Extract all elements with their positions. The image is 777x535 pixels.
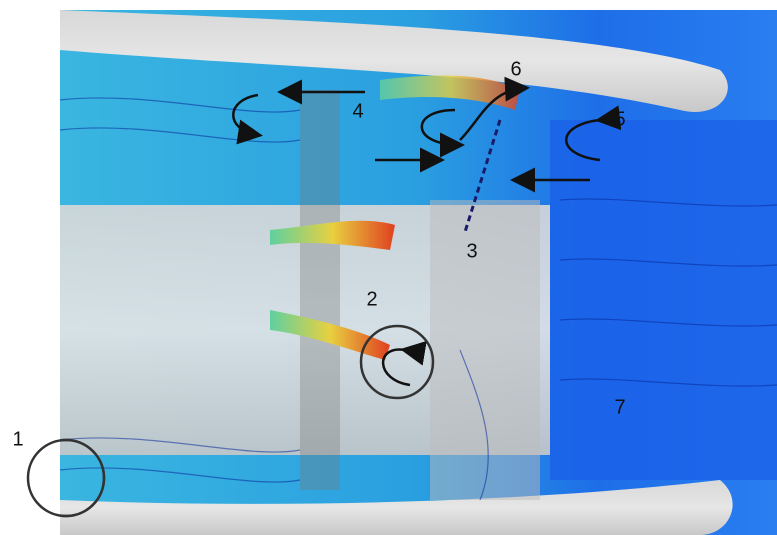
- label: 2: [366, 288, 377, 310]
- label: 6: [510, 58, 521, 80]
- highlight-circle: [26, 438, 106, 518]
- vortex-arrows: [232, 93, 622, 387]
- label: 5: [614, 108, 625, 130]
- margin: [0, 0, 60, 535]
- hot-jet: [380, 75, 520, 110]
- label: 7: [614, 396, 625, 418]
- wake-region: [550, 120, 777, 480]
- strut: [300, 90, 340, 490]
- label: 1: [12, 428, 23, 450]
- hot-jet: [270, 220, 395, 250]
- upper-lip: [60, 10, 728, 112]
- streamlines: [59, 97, 777, 501]
- disk: [430, 200, 540, 500]
- highlight-circle: [359, 324, 435, 400]
- label: 4: [352, 100, 363, 122]
- hot-jet: [270, 310, 390, 360]
- label: 3: [466, 240, 477, 262]
- lower-lip: [60, 480, 733, 535]
- arrow: [459, 76, 530, 141]
